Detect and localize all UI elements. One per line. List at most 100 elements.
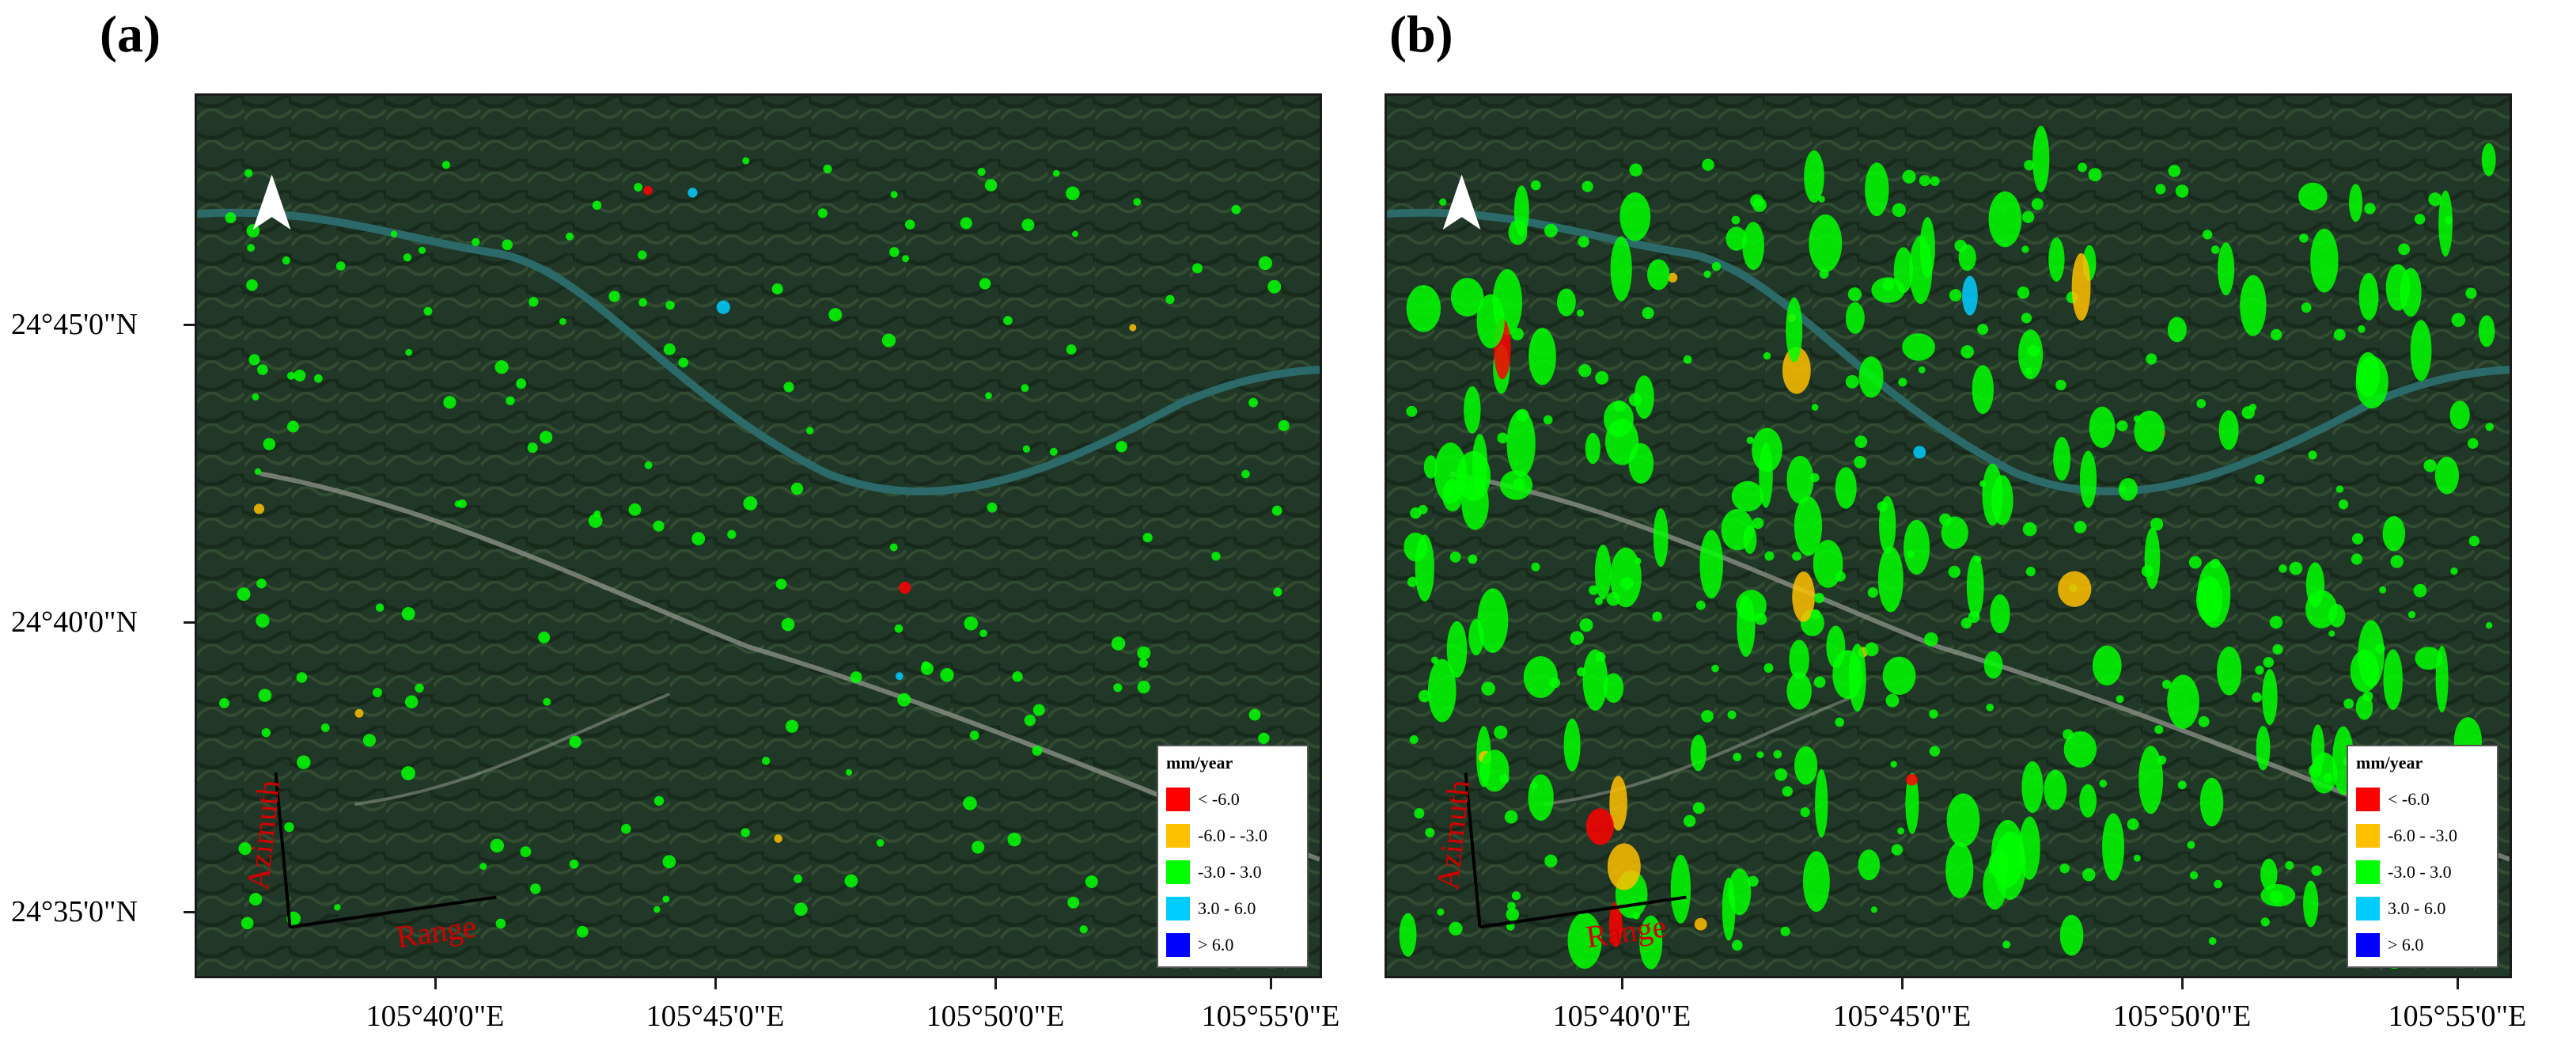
y-tick-mark: [184, 911, 195, 913]
deformation-point: [1653, 508, 1669, 567]
y-tick-label: 24°35'0"N: [11, 895, 138, 928]
deformation-point: [1449, 551, 1461, 563]
deformation-point: [1613, 400, 1625, 412]
deformation-point: [237, 587, 251, 602]
deformation-point: [313, 374, 323, 383]
deformation-point: [964, 616, 979, 631]
deformation-point: [794, 902, 808, 917]
legend-row: > 6.0: [2356, 927, 2489, 963]
deformation-point: [1231, 204, 1241, 214]
deformation-point: [1585, 432, 1601, 465]
deformation-point: [1930, 176, 1940, 187]
deformation-point: [256, 613, 270, 628]
deformation-point: [1699, 529, 1723, 599]
deformation-point: [1990, 594, 2010, 634]
deformation-point: [1994, 831, 2026, 900]
deformation-point: [1528, 774, 1554, 821]
deformation-point: [1818, 195, 1825, 203]
deformation-point: [634, 183, 642, 192]
deformation-point: [1427, 659, 1457, 723]
x-tick-mark: [1901, 978, 1904, 989]
deformation-point: [2382, 515, 2406, 552]
deformation-point: [2188, 556, 2202, 569]
deformation-point: [2303, 880, 2319, 928]
deformation-point: [1733, 753, 1742, 761]
deformation-point: [1968, 611, 1980, 624]
deformation-point: [662, 855, 676, 869]
deformation-point: [1604, 418, 1639, 465]
deformation-point: [1809, 214, 1843, 272]
deformation-point: [1248, 397, 1258, 408]
legend-row: > 6.0: [1166, 927, 1299, 963]
deformation-point: [1192, 263, 1203, 274]
deformation-point: [1511, 891, 1521, 901]
deformation-point: [472, 237, 480, 247]
deformation-point: [1258, 732, 1270, 745]
deformation-point: [334, 904, 341, 911]
deformation-point: [2328, 604, 2346, 628]
deformation-point: [1423, 455, 1438, 479]
y-tick-label: 24°40'0"N: [11, 605, 138, 639]
deformation-point: [2127, 818, 2139, 831]
deformation-point: [1407, 576, 1418, 587]
deformation-point: [1954, 239, 1967, 252]
deformation-point: [1909, 235, 1933, 305]
deformation-point: [1049, 447, 1058, 456]
deformation-point: [1918, 366, 1926, 374]
legend-text: < -6.0: [1198, 789, 1240, 809]
deformation-point: [1142, 533, 1153, 543]
deformation-point: [2349, 184, 2363, 222]
deformation-point: [2198, 715, 2210, 727]
deformation-point: [637, 250, 647, 260]
deformation-point: [1815, 769, 1828, 838]
deformation-point: [2450, 567, 2458, 575]
deformation-point: [2299, 233, 2309, 243]
deformation-point: [2195, 575, 2223, 623]
deformation-point: [2161, 679, 2172, 689]
deformation-point: [1441, 479, 1463, 512]
deformation-point: [2048, 237, 2065, 282]
deformation-point: [2398, 243, 2411, 256]
deformation-point: [244, 169, 253, 178]
deformation-point: [691, 532, 706, 545]
deformation-point: [2157, 755, 2167, 765]
deformation-point: [1694, 917, 1707, 931]
deformation-point: [1629, 163, 1642, 177]
deformation-point: [516, 378, 527, 389]
north-arrow-icon: [252, 174, 291, 230]
deformation-point: [1116, 441, 1127, 453]
deformation-point: [1864, 642, 1879, 657]
x-tick-label: 105°45'0"E: [646, 1000, 785, 1033]
deformation-point: [1902, 333, 1935, 361]
deformation-point: [1731, 939, 1743, 951]
deformation-point: [335, 261, 346, 271]
deformation-point: [2187, 841, 2195, 849]
deformation-point: [1267, 279, 1282, 294]
deformation-point: [443, 396, 456, 409]
deformation-point: [1476, 294, 1505, 349]
deformation-point: [823, 164, 832, 174]
deformation-point: [1404, 532, 1428, 562]
deformation-point: [1477, 588, 1509, 653]
deformation-point: [1567, 913, 1602, 969]
deformation-point: [2301, 302, 2312, 313]
x-tick-mark: [2181, 978, 2184, 989]
deformation-point: [1752, 517, 1764, 529]
deformation-point: [653, 795, 665, 807]
deformation-point: [559, 317, 566, 325]
deformation-point: [1731, 215, 1741, 225]
deformation-point: [2138, 746, 2164, 814]
deformation-point: [1549, 677, 1561, 689]
legend-text: -3.0 - 3.0: [2388, 862, 2452, 882]
deformation-point: [1258, 256, 1273, 271]
deformation-point: [761, 757, 771, 765]
deformation-point: [1702, 158, 1714, 171]
deformation-point: [2021, 313, 2032, 324]
deformation-point: [1609, 776, 1627, 831]
deformation-point: [2196, 399, 2207, 408]
deformation-point: [1414, 808, 1425, 819]
deformation-point: [771, 283, 783, 295]
deformation-point: [569, 735, 581, 749]
deformation-point: [775, 579, 787, 590]
deformation-point: [2285, 860, 2294, 870]
